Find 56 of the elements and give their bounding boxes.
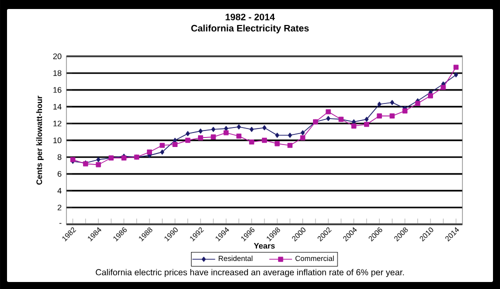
point	[210, 134, 216, 140]
point	[262, 125, 266, 130]
point	[185, 138, 190, 143]
y-tick-label: 10	[53, 137, 62, 144]
chart-title: 1982 - 2014	[226, 14, 275, 20]
point	[146, 150, 152, 155]
y-tick-label: 4	[57, 188, 62, 194]
point	[96, 157, 100, 162]
point	[198, 128, 203, 134]
y-tick-label: 12	[53, 120, 62, 126]
point	[288, 132, 292, 138]
point	[224, 130, 229, 136]
point	[275, 132, 280, 138]
point	[198, 135, 204, 140]
point	[377, 102, 382, 107]
point	[172, 142, 178, 148]
point	[211, 126, 216, 132]
point	[250, 126, 254, 132]
point	[364, 122, 370, 127]
y-tick-label: 2	[58, 204, 62, 210]
chart-subtitle: California Electricity Rates	[191, 24, 309, 34]
point	[236, 124, 241, 130]
y-axis-title: Cents per kilowatt-hour	[36, 96, 44, 185]
point	[262, 138, 267, 143]
point	[300, 135, 306, 140]
point	[351, 124, 356, 129]
y-tick-label: 6	[58, 171, 62, 177]
y-tick-label: 14	[53, 104, 62, 110]
point	[376, 113, 382, 118]
point	[402, 108, 408, 114]
point	[160, 142, 165, 148]
point	[96, 162, 101, 168]
point	[249, 139, 254, 145]
y-tick-label: 18	[53, 70, 62, 76]
point	[186, 131, 190, 136]
point	[287, 142, 293, 148]
text: California electric prices have increased an average inflation rate of 6% per year.	[96, 268, 404, 278]
point	[160, 150, 164, 155]
point	[454, 72, 458, 78]
point	[300, 130, 305, 136]
point	[326, 109, 331, 114]
point	[390, 100, 394, 106]
point	[326, 116, 330, 122]
point	[274, 141, 280, 146]
y-tick-label: 20	[53, 53, 62, 60]
point	[415, 100, 420, 106]
y-tick-label: 8	[58, 154, 62, 160]
point	[428, 93, 434, 98]
x-axis-title: Years	[254, 243, 275, 249]
point	[390, 113, 395, 118]
point	[236, 134, 242, 139]
point	[453, 64, 459, 70]
y-tick-label: -	[59, 223, 62, 224]
y-tick-label: 16	[53, 87, 62, 93]
point	[364, 116, 369, 122]
point	[440, 84, 446, 90]
